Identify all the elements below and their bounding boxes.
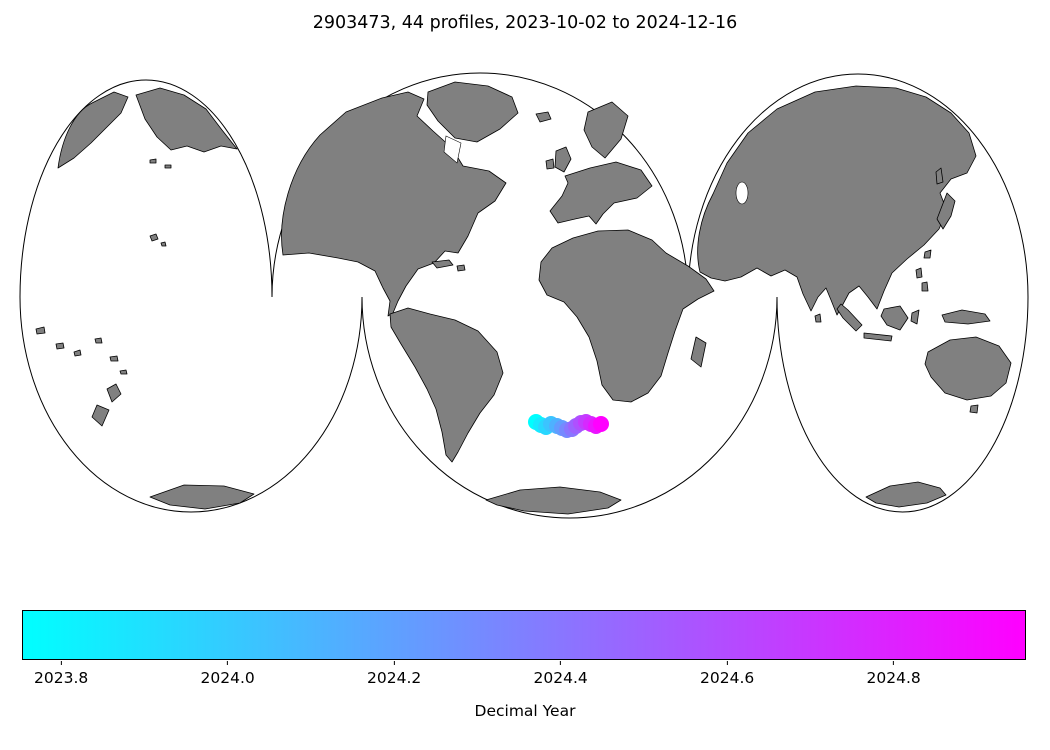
caribbean-islands <box>431 259 466 272</box>
landmass-europe <box>549 161 653 225</box>
colorbar-ticks: 2023.8 2024.0 2024.2 2024.4 2024.6 2024.8 <box>22 661 1026 695</box>
landmass-indonesia <box>836 303 920 342</box>
colorbar-label: Decimal Year <box>474 702 576 720</box>
colorbar-tick: 2023.8 <box>34 661 88 687</box>
colorbar-tick-mark <box>60 661 62 665</box>
colorbar-tick-label: 2023.8 <box>34 669 89 687</box>
colorbar-tick: 2024.6 <box>700 661 754 687</box>
colorbar-tick-label: 2024.4 <box>533 669 588 687</box>
colorbar-tick-mark <box>893 661 895 665</box>
landmass-japan <box>935 167 956 230</box>
landmass-iceland <box>535 111 552 123</box>
landmass-scandinavia <box>583 101 629 159</box>
colorbar-tick: 2024.8 <box>867 661 921 687</box>
colorbar-tick-mark <box>560 661 562 665</box>
hudson-bay <box>443 135 462 164</box>
landmass-antarctica-left <box>149 484 255 510</box>
profile-markers <box>528 414 609 438</box>
landmass-antarctica-right <box>865 481 947 508</box>
landmass-antarctica-middle <box>485 486 622 515</box>
profile-marker <box>593 416 609 432</box>
landmass-chukotka <box>57 91 129 169</box>
colorbar-tick-label: 2024.8 <box>866 669 921 687</box>
colorbar-tick-label: 2024.2 <box>367 669 422 687</box>
colorbar-tick: 2024.2 <box>367 661 421 687</box>
landmass-australia <box>924 336 1012 414</box>
landmass-madagascar <box>690 336 707 368</box>
landmass-south-america <box>389 307 504 463</box>
landmass-africa <box>538 229 715 403</box>
colorbar-tick-label: 2024.6 <box>700 669 755 687</box>
landmass-taiwan-philippines <box>814 249 932 323</box>
landmass-asia <box>697 85 977 316</box>
aleutian-islands <box>149 158 172 169</box>
colorbar-tick: 2024.0 <box>201 661 255 687</box>
figure-title: 2903473, 44 profiles, 2023-10-02 to 2024… <box>312 13 738 33</box>
inland-water <box>443 135 749 205</box>
colorbar-tick-mark <box>726 661 728 665</box>
colorbar <box>22 610 1026 660</box>
colorbar-tick-label: 2024.0 <box>200 669 255 687</box>
pacific-islands <box>35 326 128 375</box>
landmass-new-guinea <box>941 309 991 325</box>
colorbar-tick-mark <box>393 661 395 665</box>
caspian-sea <box>735 181 749 205</box>
landmass-british-isles <box>545 146 572 173</box>
hawaii-islands <box>149 233 167 247</box>
colorbar-tick: 2024.4 <box>534 661 588 687</box>
colorbar-tick-mark <box>227 661 229 665</box>
landmass-greenland <box>426 81 519 143</box>
landmass-alaska <box>135 87 238 153</box>
landmass-new-zealand <box>91 383 122 427</box>
